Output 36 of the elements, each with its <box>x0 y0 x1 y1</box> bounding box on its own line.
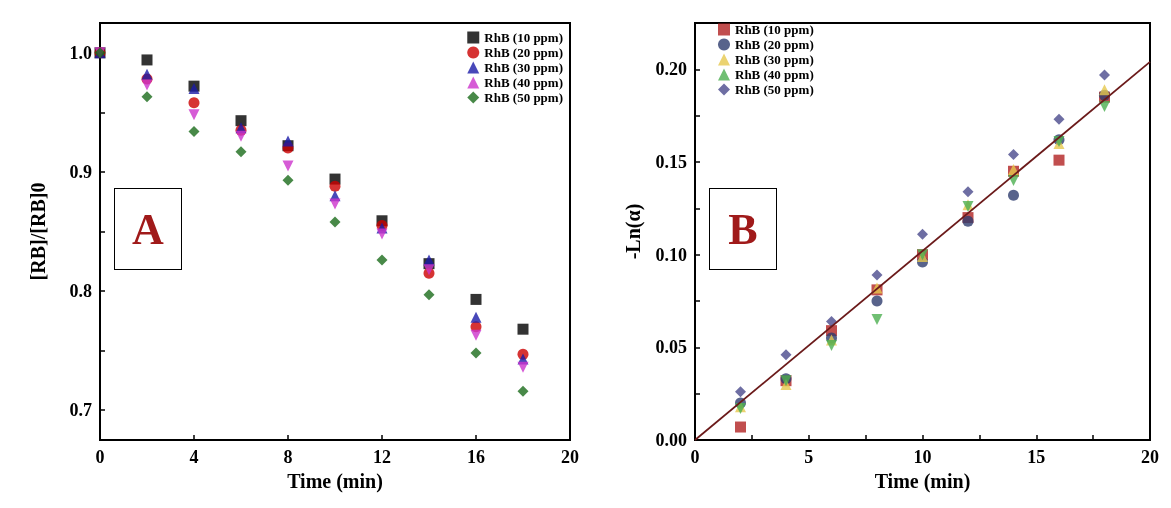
x-tick-label: 15 <box>1027 447 1046 467</box>
text: 1.0 <box>69 42 92 63</box>
y-axis-title: [RB]/[RB]0 <box>27 182 49 281</box>
legend-label: RhB (40 ppm) <box>484 75 564 90</box>
legend-label: RhB (20 ppm) <box>484 45 564 60</box>
x-axis-title: Time (min) <box>874 469 971 493</box>
x-tick-label: 12 <box>373 447 391 467</box>
legend-label: RhB (50 ppm) <box>484 90 564 105</box>
text: 0.10 <box>655 244 687 265</box>
label-box: A <box>114 188 182 270</box>
x-tick-label: 20 <box>1141 447 1159 467</box>
legend-label: RhB (10 ppm) <box>484 30 564 45</box>
x-axis-title: Time (min) <box>287 469 383 493</box>
legend-label: RhB (30 ppm) <box>484 60 564 75</box>
label-box: B <box>709 188 777 270</box>
legend-label: RhB (10 ppm) <box>735 22 814 37</box>
legend-label: RhB (50 ppm) <box>735 82 814 97</box>
legend-label: RhB (40 ppm) <box>735 67 814 82</box>
x-tick-label: 5 <box>804 447 814 467</box>
x-tick-label: 10 <box>913 447 932 467</box>
y-axis-title: -Ln(α) <box>622 203 645 260</box>
x-tick-label: 8 <box>283 447 293 467</box>
y-tick-label: 0.7 <box>69 400 92 421</box>
text: 0.20 <box>655 59 687 80</box>
x-tick-label: 16 <box>467 447 485 467</box>
x-tick-label: 0 <box>690 447 700 467</box>
y-tick-label: 0.9 <box>69 161 92 182</box>
y-tick-label: 0.15 <box>655 152 687 172</box>
x-tick-label: 4 <box>189 447 199 467</box>
legend-label: RhB (20 ppm) <box>735 37 814 52</box>
y-tick-label: 0.8 <box>69 281 92 302</box>
x-tick-label: 0 <box>95 447 105 467</box>
y-tick-label: 0.05 <box>655 337 687 358</box>
x-tick-label: 20 <box>561 447 579 467</box>
legend-label: RhB (30 ppm) <box>735 52 814 67</box>
text: 0.00 <box>655 430 687 450</box>
